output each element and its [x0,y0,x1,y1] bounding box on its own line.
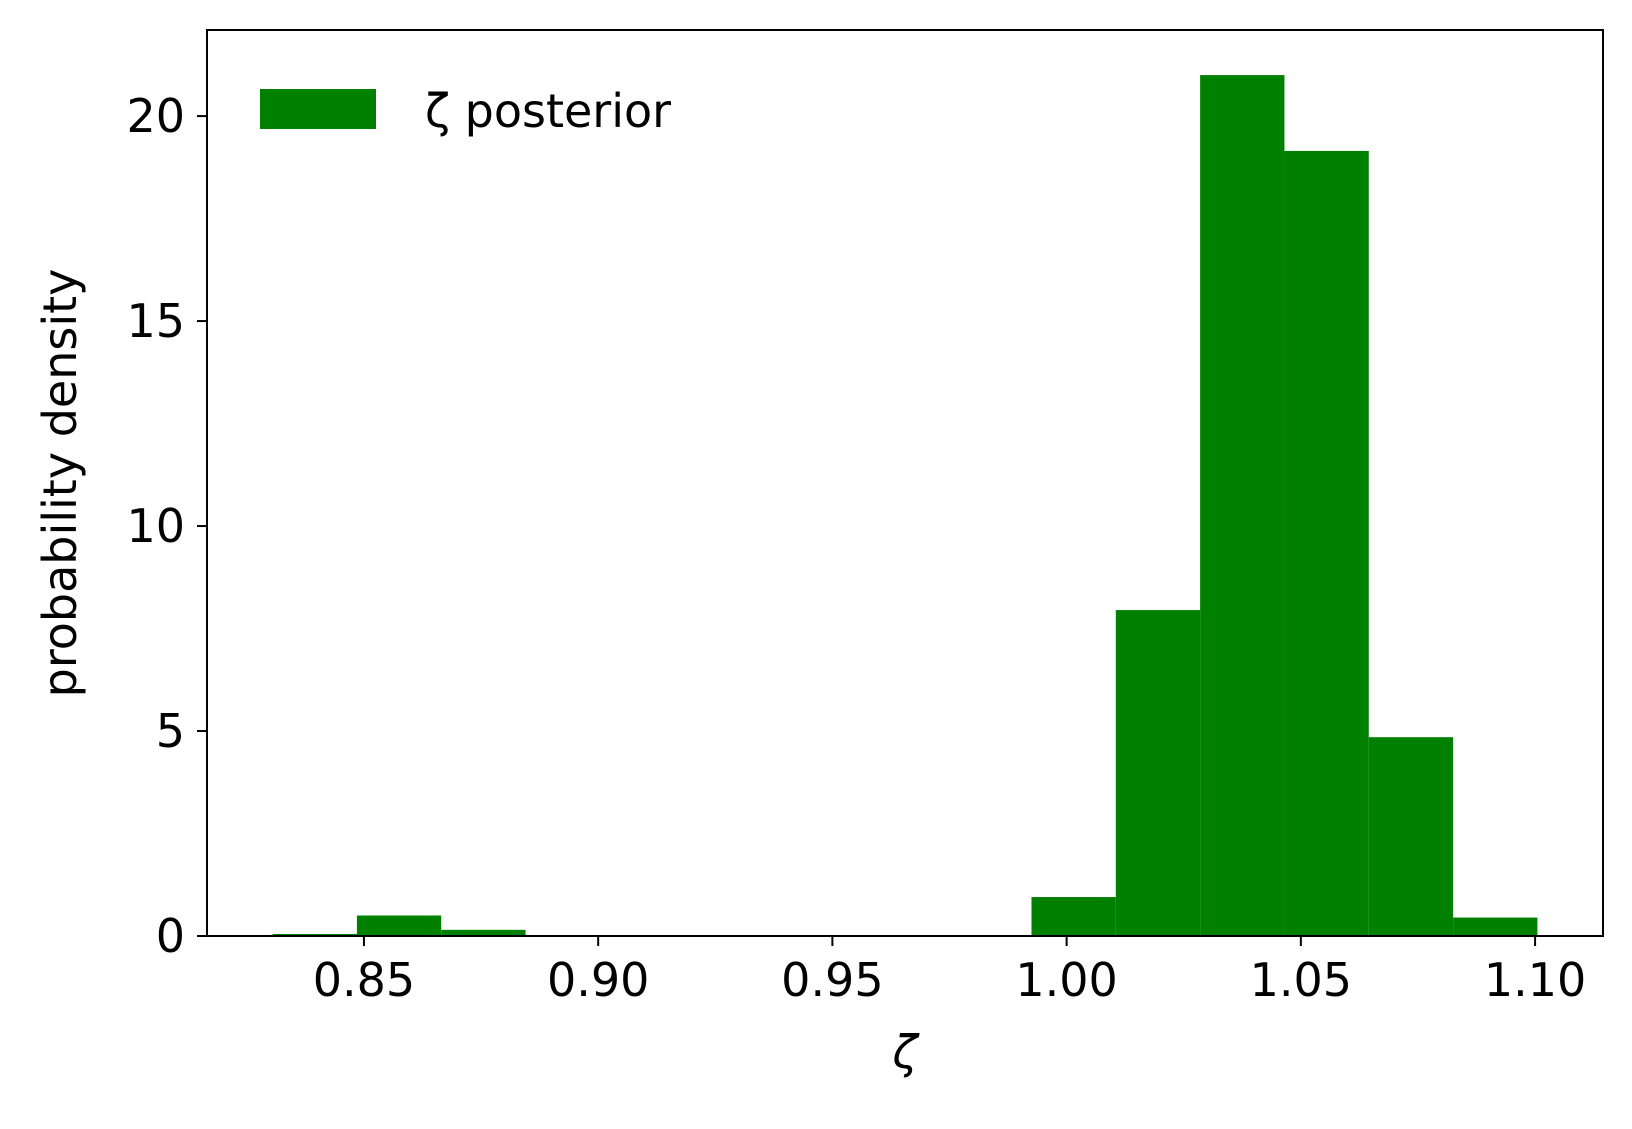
histogram-bar [356,915,442,936]
y-tick-label: 10 [126,499,185,553]
histogram-bar [1453,917,1538,936]
histogram-bar [272,933,357,936]
y-axis-label: probability density [33,269,87,698]
histogram-bar [1368,737,1454,936]
x-tick-label: 1.10 [1484,953,1586,1007]
legend-swatch [260,89,376,129]
histogram-bar [1115,610,1201,936]
histogram-bar [1031,897,1116,936]
x-axis-label: ζ [891,1025,920,1079]
histogram-bar [1200,75,1285,936]
y-tick-label: 0 [156,909,185,963]
histogram-bar [1284,150,1369,936]
legend: ζ posterior [260,84,671,138]
y-tick-label: 5 [156,704,185,758]
x-axis: 0.85 0.90 0.95 1.00 1.05 1.10 [313,936,1586,1007]
histogram-bars [272,75,1538,936]
y-axis: 0 5 10 15 20 [126,89,207,963]
x-tick-label: 1.00 [1015,953,1117,1007]
y-tick-label: 20 [126,89,185,143]
x-tick-label: 0.85 [313,953,415,1007]
histogram-bar [441,929,526,936]
legend-label: ζ posterior [425,84,671,138]
x-tick-label: 1.05 [1250,953,1352,1007]
plot-frame [206,29,1604,937]
y-tick-label: 15 [126,294,185,348]
x-tick-label: 0.90 [547,953,649,1007]
x-tick-label: 0.95 [781,953,883,1007]
